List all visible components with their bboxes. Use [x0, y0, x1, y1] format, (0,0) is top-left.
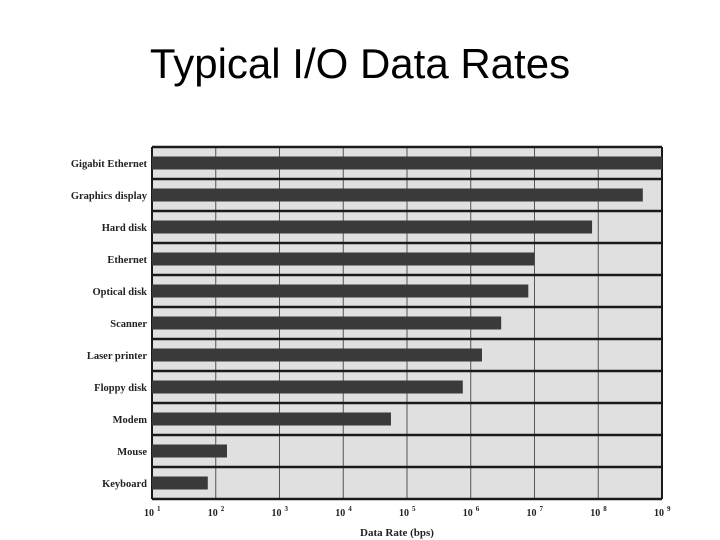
x-tick-exponent: 4	[348, 505, 352, 513]
x-tick-base: 10	[272, 508, 282, 519]
bars	[152, 156, 662, 490]
bar	[152, 380, 463, 394]
category-label: Laser printer	[87, 351, 148, 362]
x-tick-base: 10	[335, 508, 345, 519]
x-tick-base: 10	[399, 508, 409, 519]
x-tick-exponent: 6	[476, 505, 480, 513]
x-tick-base: 10	[527, 508, 537, 519]
x-tick-label: 10 4	[335, 505, 352, 519]
slide-title: Typical I/O Data Rates	[149, 40, 571, 87]
category-label: Modem	[113, 415, 148, 426]
x-tick-label: 10 9	[654, 505, 671, 519]
bar	[152, 444, 227, 458]
x-tick-exponent: 3	[285, 505, 289, 513]
category-label: Graphics display	[71, 191, 148, 202]
x-tick-label: 10 3	[272, 505, 289, 519]
bar	[152, 252, 535, 266]
grid-lines	[151, 145, 663, 501]
category-label: Keyboard	[102, 479, 147, 490]
category-label: Scanner	[110, 319, 147, 330]
x-tick-exponent: 1	[157, 505, 161, 513]
category-label: Hard disk	[102, 223, 147, 234]
x-tick-label: 10 2	[208, 505, 225, 519]
bar	[152, 348, 482, 362]
category-label: Gigabit Ethernet	[71, 159, 148, 170]
x-tick-exponent: 8	[603, 505, 607, 513]
x-tick-exponent: 9	[667, 505, 671, 513]
bar	[152, 188, 643, 202]
x-tick-base: 10	[590, 508, 600, 519]
x-tick-labels: 10 1 10 2 10 3 10 4 10 5 10 6 10 7 10 8 10 9	[144, 505, 671, 519]
x-tick-label: 10 1	[144, 505, 161, 519]
x-tick-base: 10	[144, 508, 154, 519]
x-tick-base: 10	[208, 508, 218, 519]
category-label: Floppy disk	[94, 383, 147, 394]
bar	[152, 316, 502, 330]
x-tick-exponent: 5	[412, 505, 416, 513]
category-label: Optical disk	[92, 287, 147, 298]
x-tick-base: 10	[463, 508, 473, 519]
x-tick-exponent: 7	[540, 505, 544, 513]
x-axis-title: Data Rate (bps)	[360, 527, 434, 539]
bar	[152, 412, 391, 426]
bar	[152, 284, 529, 298]
x-tick-label: 10 6	[463, 505, 480, 519]
bar	[152, 476, 208, 490]
x-tick-label: 10 8	[590, 505, 607, 519]
bar	[152, 156, 662, 170]
x-tick-label: 10 5	[399, 505, 416, 519]
category-labels: Gigabit Ethernet Graphics display Hard dis…	[71, 159, 148, 490]
x-tick-exponent: 2	[221, 505, 225, 513]
category-label: Mouse	[117, 447, 147, 458]
x-tick-label: 10 7	[527, 505, 544, 519]
category-label: Ethernet	[107, 255, 147, 266]
x-tick-base: 10	[654, 508, 664, 519]
bar	[152, 220, 593, 234]
